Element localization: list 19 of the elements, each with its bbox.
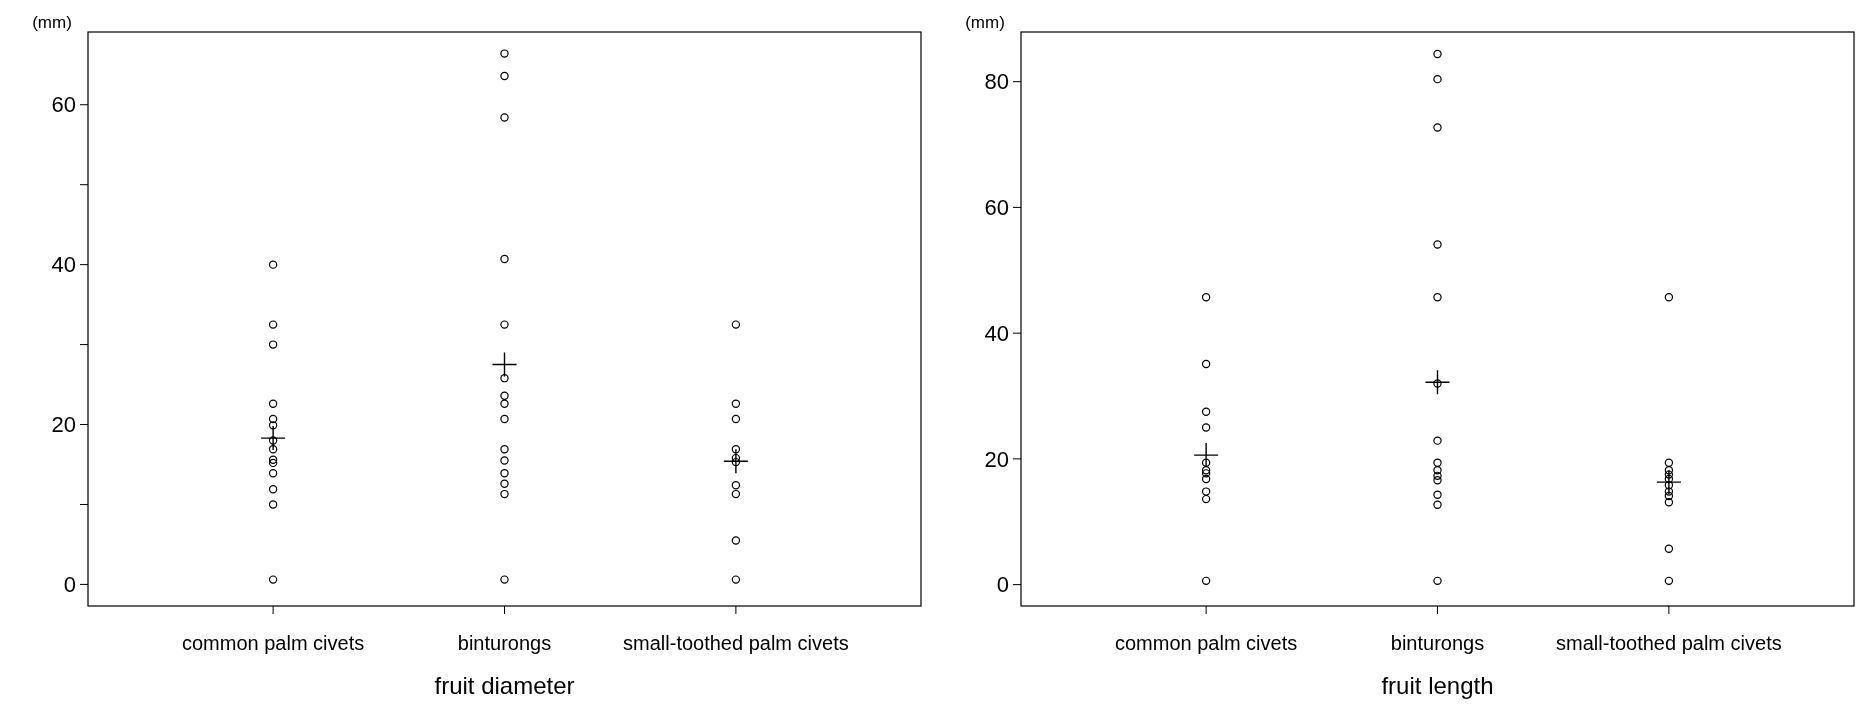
x-tick-label: binturongs — [1390, 632, 1485, 654]
y-tick-label: 40 — [51, 252, 76, 278]
x-tick-label: small-toothed palm civets — [623, 632, 849, 654]
y-tick-label: 60 — [984, 195, 1009, 221]
y-tick-label: 0 — [996, 572, 1009, 598]
x-axis-title: fruit length — [1381, 672, 1494, 699]
x-tick-label: binturongs — [457, 632, 552, 654]
y-tick-label: 20 — [984, 446, 1009, 472]
y-tick-label: 80 — [984, 69, 1009, 95]
x-tick-label: small-toothed palm civets — [1556, 632, 1782, 654]
y-tick-label: 60 — [51, 92, 76, 118]
y-tick-label: 20 — [51, 412, 76, 438]
y-tick-label: 0 — [63, 572, 76, 598]
y-tick-label: 40 — [984, 320, 1009, 346]
y-axis-title: (mm) — [965, 13, 1005, 32]
x-tick-label: common palm civets — [1114, 632, 1298, 654]
y-axis-title: (mm) — [32, 13, 72, 32]
x-axis-title: fruit diameter — [434, 672, 575, 699]
x-tick-label: common palm civets — [181, 632, 365, 654]
